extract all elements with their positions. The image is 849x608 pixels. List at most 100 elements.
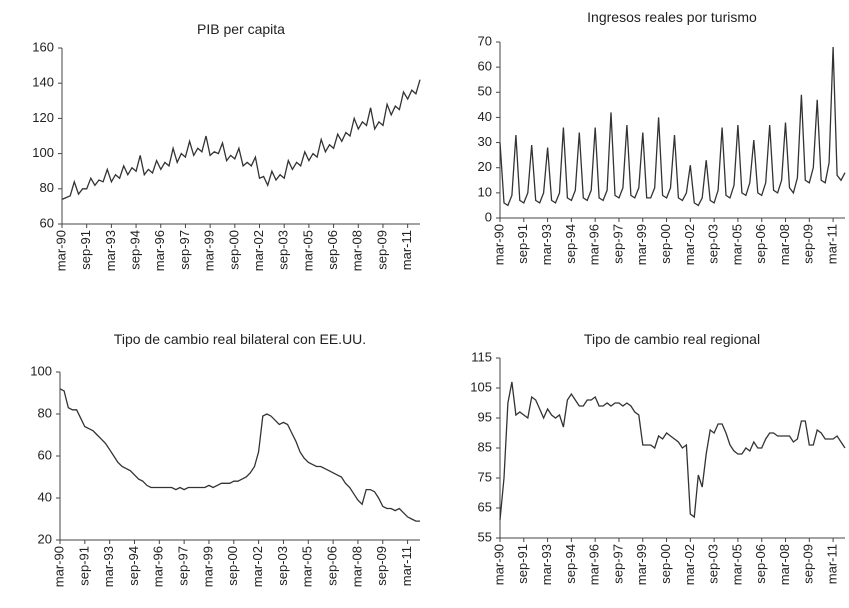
x-tick-label: sep-00 (225, 546, 240, 586)
title-box: Tipo de cambio real regional (583, 331, 761, 347)
x-tick-label: sep-06 (325, 546, 340, 586)
y-tick-label: 70 (478, 33, 492, 48)
x-tick-label: sep-94 (563, 544, 578, 584)
x-tick-label: sep-94 (128, 230, 143, 270)
x-tick-label: mar-05 (300, 230, 315, 271)
y-tick-label: 30 (478, 134, 492, 149)
data-line (499, 381, 846, 521)
x-tick-label: mar-96 (587, 544, 602, 585)
y-tick-label: 20 (38, 531, 52, 546)
chart-panel: Tipo de cambio real bilateral con EE.UU.… (30, 331, 420, 587)
y-tick-label: 100 (30, 363, 52, 378)
y-tick-label: 65 (478, 499, 492, 514)
data-line (61, 79, 421, 200)
x-tick-label: mar-93 (539, 224, 554, 265)
chart-title: Ingresos reales por turismo (587, 9, 757, 25)
title-box: Ingresos reales por turismo (587, 9, 757, 25)
data-line (59, 388, 420, 522)
x-tick-label: sep-00 (226, 230, 241, 270)
x-tick-label: sep-97 (177, 230, 192, 270)
title-box: PIB per capita (197, 21, 285, 37)
y-tick-label: 55 (478, 529, 492, 544)
x-tick-label: mar-11 (825, 224, 840, 264)
x-tick-label: sep-03 (706, 544, 721, 584)
y-tick-label: 60 (478, 59, 492, 74)
x-tick-label: mar-08 (349, 546, 364, 587)
x-tick-label: mar-90 (51, 546, 66, 587)
x-tick-label: mar-02 (250, 546, 265, 587)
chart-panel: PIB per capita 60 80 100 120 140 160 mar-90 sep-… (32, 21, 421, 271)
x-tick-label: sep-06 (753, 544, 768, 584)
y-tick-label: 160 (32, 39, 54, 54)
x-tick-label: mar-05 (300, 546, 315, 587)
x-tick-label: sep-09 (374, 546, 389, 586)
chart-panel: Tipo de cambio real regional 55 65 75 85 95 10… (470, 331, 846, 585)
x-tick-label: mar-99 (634, 224, 649, 265)
x-tick-label: sep-94 (126, 546, 141, 586)
x-tick-label: mar-96 (587, 224, 602, 265)
x-tick-label: mar-90 (491, 224, 506, 265)
x-tick-label: mar-90 (53, 230, 68, 271)
x-tick-label: sep-03 (276, 230, 291, 270)
y-tick-label: 80 (38, 405, 52, 420)
x-tick-label: mar-96 (151, 546, 166, 587)
x-tick-label: sep-91 (515, 224, 530, 264)
x-tick-label: sep-00 (658, 544, 673, 584)
x-tick-label: mar-02 (682, 544, 697, 585)
x-tick-label: sep-06 (753, 224, 768, 264)
chart-title: Tipo de cambio real bilateral con EE.UU. (113, 331, 367, 347)
x-tick-label: mar-08 (777, 544, 792, 585)
x-tick-label: mar-02 (251, 230, 266, 271)
x-tick-label: sep-91 (76, 546, 91, 586)
y-tick-label: 140 (32, 75, 54, 90)
x-tick-label: sep-09 (374, 230, 389, 270)
x-tick-label: sep-09 (801, 544, 816, 584)
chart-title: Tipo de cambio real regional (583, 331, 761, 347)
y-tick-label: 20 (478, 159, 492, 174)
y-tick-label: 100 (32, 145, 54, 160)
x-tick-label: mar-08 (777, 224, 792, 265)
x-tick-label: sep-97 (176, 546, 191, 586)
x-tick-label: sep-06 (325, 230, 340, 270)
x-tick-label: mar-96 (152, 230, 167, 271)
title-box: Tipo de cambio real bilateral con EE.UU. (113, 331, 367, 347)
x-tick-label: mar-11 (399, 230, 414, 270)
x-tick-label: sep-09 (801, 224, 816, 264)
y-tick-label: 115 (471, 349, 492, 364)
y-tick-label: 95 (478, 409, 492, 424)
x-tick-label: mar-93 (103, 230, 118, 271)
y-tick-label: 40 (38, 489, 52, 504)
x-tick-label: mar-05 (729, 544, 744, 585)
x-tick-label: mar-11 (825, 544, 840, 584)
x-tick-label: mar-99 (200, 546, 215, 587)
x-tick-label: mar-99 (202, 230, 217, 271)
y-tick-label: 40 (478, 109, 492, 124)
x-tick-label: sep-94 (563, 224, 578, 264)
x-tick-label: mar-11 (399, 546, 414, 586)
y-tick-label: 85 (478, 439, 492, 454)
x-tick-label: mar-08 (350, 230, 365, 271)
x-tick-label: sep-97 (610, 544, 625, 584)
x-tick-label: mar-99 (634, 544, 649, 585)
y-tick-label: 60 (38, 447, 52, 462)
y-tick-label: 120 (32, 110, 54, 125)
x-tick-label: mar-93 (539, 544, 554, 585)
x-tick-label: sep-91 (515, 544, 530, 584)
x-tick-label: sep-97 (610, 224, 625, 264)
x-tick-label: mar-93 (101, 546, 116, 587)
chart-panel: Ingresos reales por turismo 0 10 20 30 40 50 60… (478, 9, 846, 265)
y-tick-label: 50 (478, 84, 492, 99)
y-tick-label: 0 (485, 209, 492, 224)
chart-title: PIB per capita (197, 21, 285, 37)
x-tick-label: mar-02 (682, 224, 697, 265)
x-tick-label: sep-00 (658, 224, 673, 264)
x-tick-label: mar-90 (491, 544, 506, 585)
y-tick-label: 60 (40, 215, 54, 230)
x-tick-label: sep-03 (275, 546, 290, 586)
x-tick-label: sep-91 (78, 230, 93, 270)
data-line (499, 46, 846, 207)
y-tick-label: 10 (478, 184, 492, 199)
x-tick-label: sep-03 (706, 224, 721, 264)
x-tick-label: mar-05 (729, 224, 744, 265)
